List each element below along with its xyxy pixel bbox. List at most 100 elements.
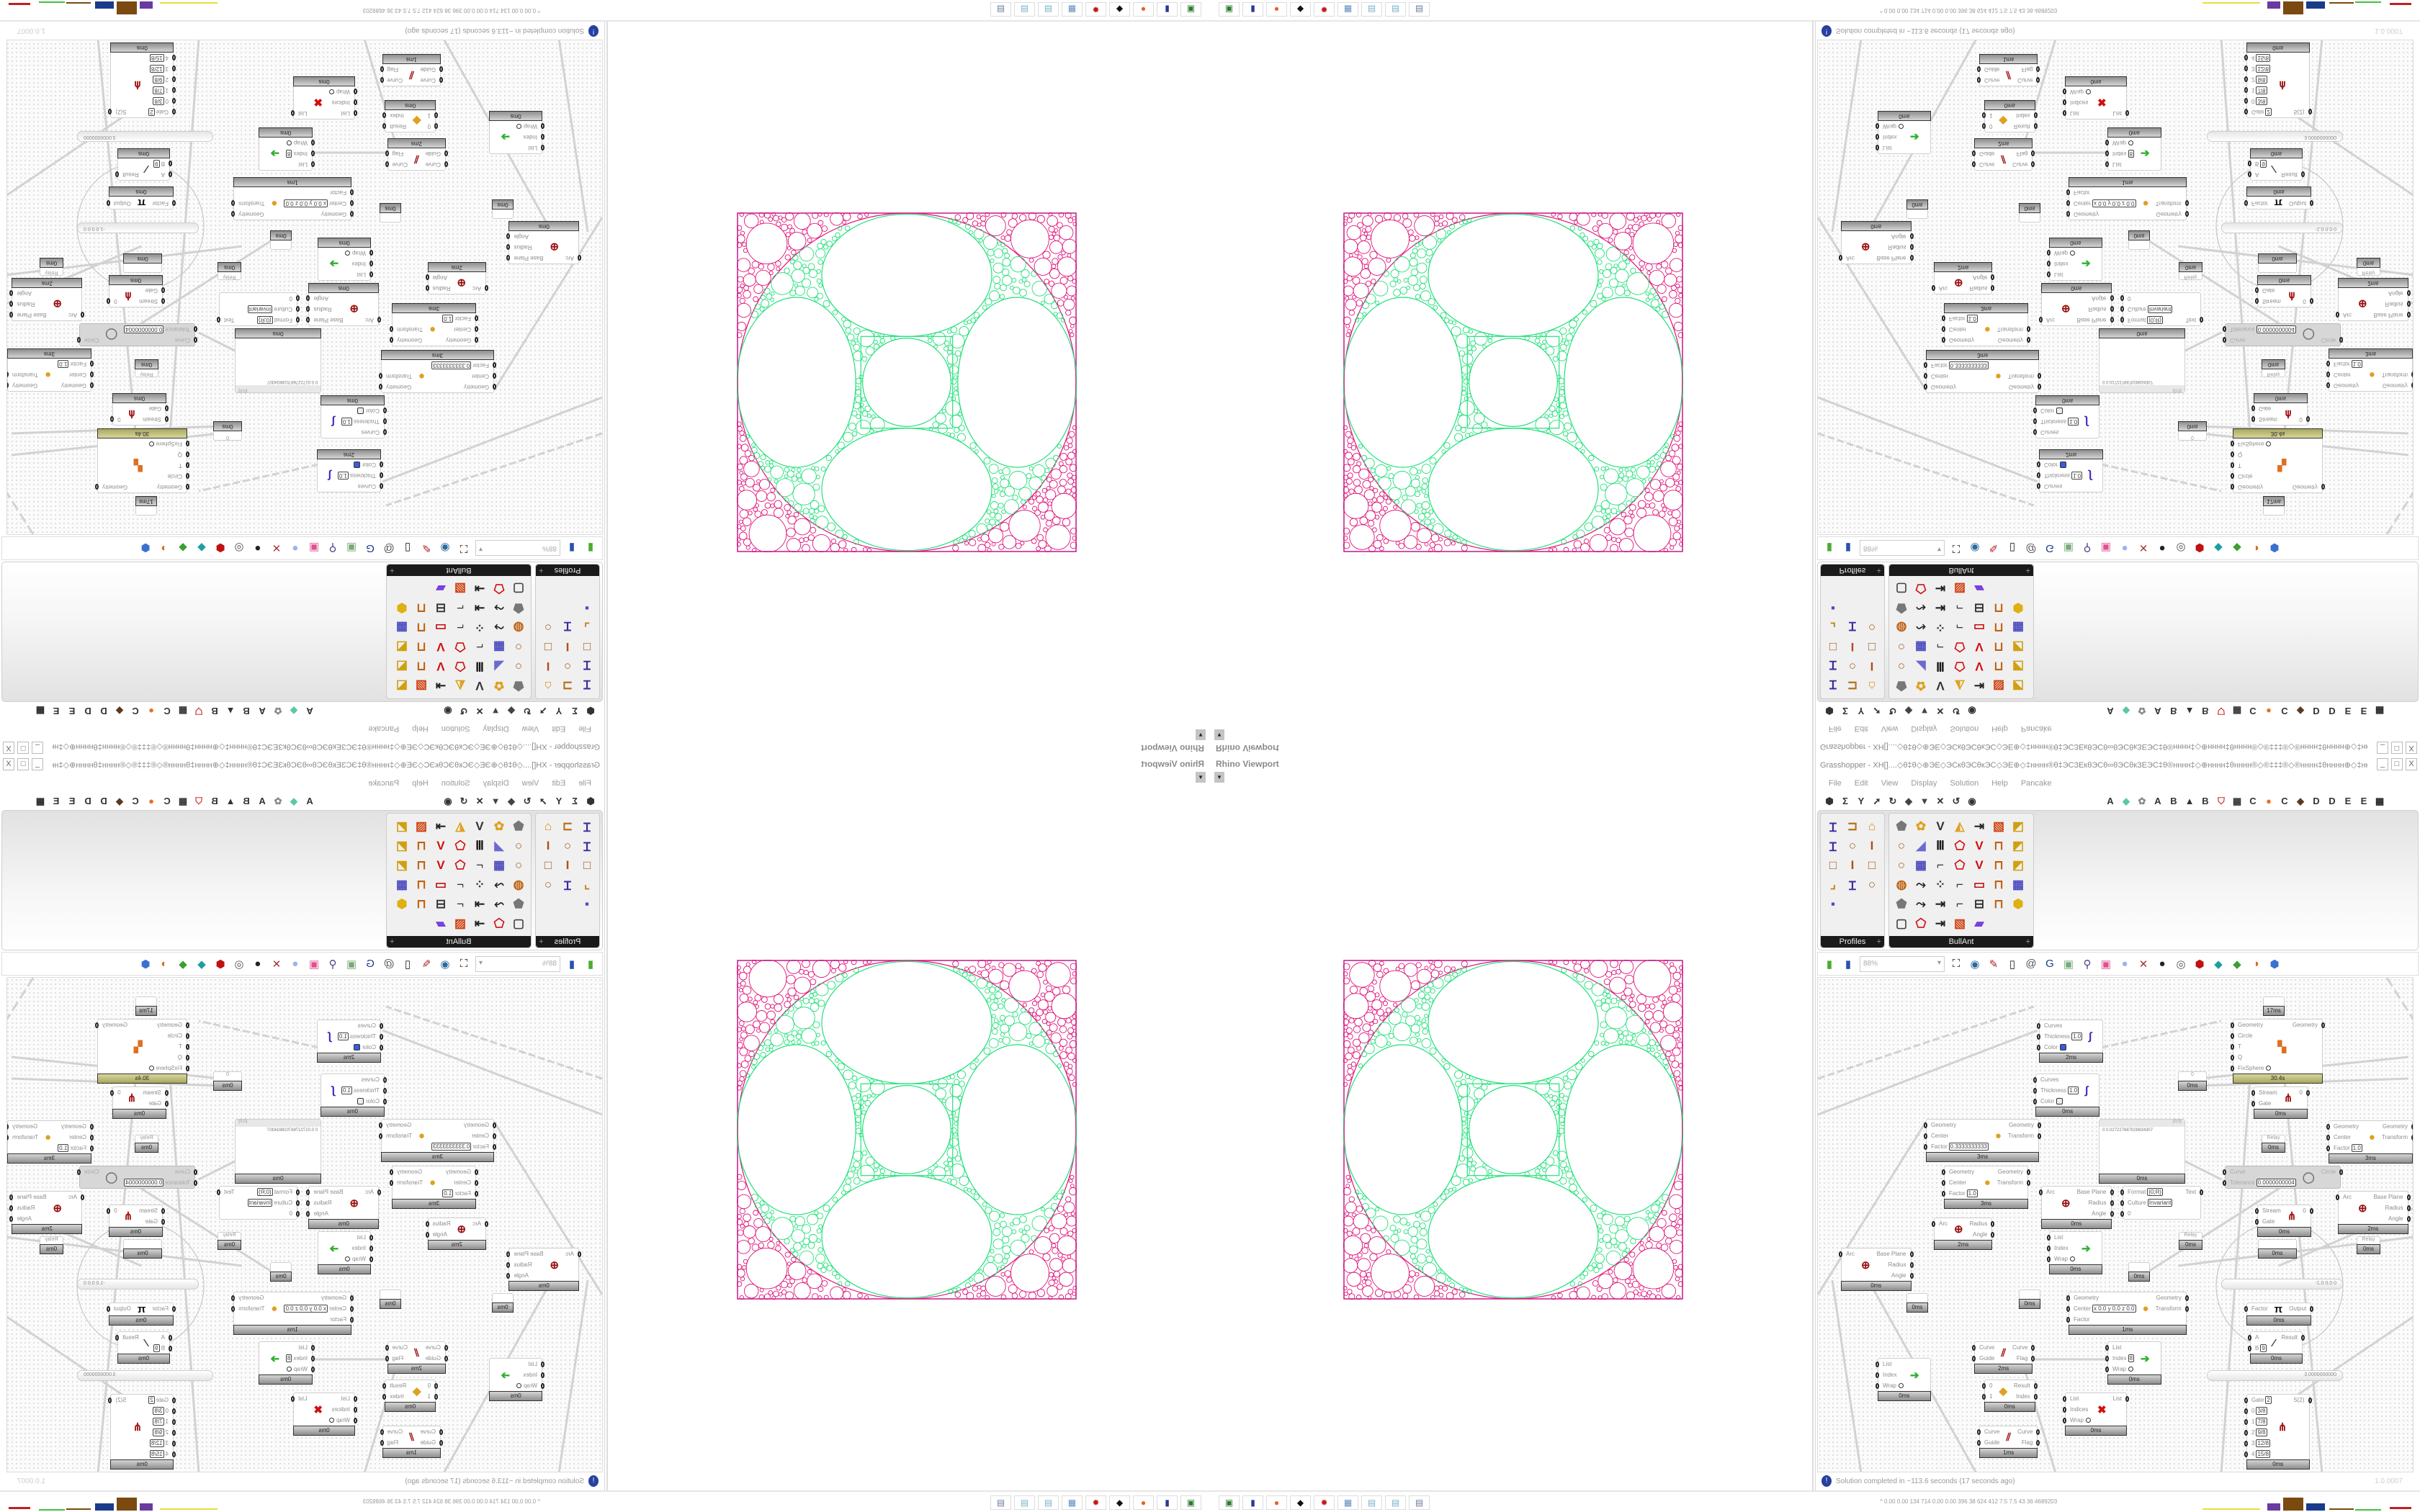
input-port[interactable]	[541, 1372, 544, 1378]
panel-node[interactable]: {0;0} 0 0.027227687028834307 0ms	[235, 328, 321, 393]
input-port[interactable]	[1924, 362, 1927, 368]
input-port[interactable]	[2244, 200, 2248, 206]
input-port[interactable]	[90, 1146, 94, 1151]
input-port[interactable]	[172, 66, 176, 71]
flower-icon[interactable]: ✿	[493, 819, 505, 833]
minimize-button[interactable]: _	[2377, 742, 2388, 754]
input-port[interactable]	[2244, 66, 2248, 71]
relay-node[interactable]: Relay 0ms	[2357, 1236, 2380, 1254]
lock-icon[interactable]: ⊓	[1994, 640, 2004, 654]
output-port[interactable]	[2411, 1135, 2413, 1140]
input-port[interactable]	[2231, 1044, 2234, 1050]
input-port[interactable]	[2039, 317, 2043, 323]
frame-equal-icon[interactable]: ⊟	[1973, 601, 1985, 615]
input-port[interactable]	[2244, 1452, 2248, 1457]
output-port[interactable]	[2110, 295, 2114, 301]
output-port[interactable]	[2301, 171, 2305, 177]
sketch-icon[interactable]: ✎	[1989, 541, 1999, 554]
flower-icon[interactable]: ✿	[493, 679, 505, 693]
polygon-red-icon[interactable]: ⬠	[493, 582, 505, 595]
input-port[interactable]	[172, 87, 176, 93]
curve-point-icon[interactable]: ⤳	[494, 897, 504, 911]
output-port[interactable]	[2305, 1090, 2310, 1096]
lock-icon[interactable]: ⊓	[416, 839, 426, 852]
toggle-circle-icon[interactable]	[2069, 1256, 2075, 1262]
input-value[interactable]: 8	[2128, 150, 2135, 158]
arc-properties-component[interactable]: Arc ⊕ Base Plane Radius Angle 0ms	[2039, 283, 2114, 326]
orange-circle-tab-icon[interactable]: ●	[2266, 796, 2272, 806]
vector-icon[interactable]: ➚	[539, 706, 547, 717]
tab-a[interactable]: A	[2107, 706, 2114, 716]
solid-icon[interactable]: ⬟	[1896, 679, 1907, 693]
tab-a[interactable]: A	[2154, 706, 2161, 716]
rainbow-surface-icon[interactable]: ▰	[1974, 917, 1984, 930]
input-port[interactable]	[186, 1033, 189, 1039]
param-node[interactable]: 17ms	[135, 496, 157, 516]
number-slider[interactable]: -1.0 0.0 0	[77, 1279, 199, 1290]
bullant-panel-footer[interactable]: BullAnt +	[1889, 564, 2033, 576]
v-red-icon[interactable]: V	[1975, 839, 1984, 852]
flower-icon[interactable]: ✿	[1915, 819, 1927, 833]
surface-icon[interactable]: ◆	[508, 795, 515, 806]
bake-icon[interactable]: ▯	[404, 958, 411, 971]
output-port[interactable]	[2406, 1205, 2411, 1211]
rhino-icon[interactable]: ◆	[1290, 2, 1311, 17]
roof-profile-icon[interactable]: ⌂	[1868, 679, 1876, 693]
lock-icon[interactable]: ⊓	[1994, 601, 2004, 615]
output-port[interactable]	[2309, 298, 2313, 304]
arc-properties-component[interactable]: Arc ⊕ Base Plane Radius Angle 2ms	[9, 278, 84, 321]
input-port[interactable]	[2063, 1407, 2066, 1413]
output-port[interactable]	[1991, 1221, 1995, 1227]
number-slider[interactable]: 3.0000000000	[2207, 1370, 2343, 1381]
scatter-icon[interactable]: ⁘	[1935, 621, 1946, 634]
input-port[interactable]	[311, 140, 315, 145]
input-port[interactable]	[475, 315, 478, 321]
wires-icon[interactable]: ✕	[2138, 958, 2148, 971]
input-value[interactable]: 9/8	[2256, 1428, 2267, 1436]
box-profile-icon[interactable]: □	[583, 640, 591, 654]
toggle-circle-icon[interactable]	[2128, 1367, 2133, 1372]
input-port[interactable]	[578, 1251, 581, 1257]
output-port[interactable]	[2305, 416, 2310, 422]
maximize-button[interactable]: □	[2391, 742, 2403, 754]
curve-point-icon[interactable]: ⤳	[1916, 621, 1926, 634]
input-port[interactable]	[2105, 1345, 2109, 1351]
curve-icon[interactable]: ↻	[523, 706, 532, 717]
input-port[interactable]	[2248, 1346, 2251, 1351]
input-port[interactable]	[2336, 1194, 2339, 1200]
output-port[interactable]	[380, 77, 384, 83]
input-port[interactable]	[311, 1367, 315, 1372]
param-node[interactable]: 0ms	[2258, 253, 2297, 273]
output-port[interactable]	[2406, 312, 2411, 318]
output-port[interactable]	[2184, 211, 2189, 217]
input-port[interactable]	[311, 150, 315, 156]
input-value[interactable]: 8	[2128, 1354, 2135, 1362]
input-port[interactable]	[172, 1398, 176, 1403]
vector-icon[interactable]: ➚	[1873, 795, 1881, 806]
expand-icon[interactable]: +	[1876, 937, 1881, 946]
blue-gem-icon[interactable]: ⬢	[140, 958, 151, 971]
list-item-component[interactable]: List Index Wrap ➔ 0ms	[318, 238, 373, 281]
i-beam-icon[interactable]: I	[1850, 640, 1855, 654]
input-port[interactable]	[2120, 1189, 2124, 1195]
tab-d[interactable]: D	[84, 796, 91, 806]
input-port[interactable]	[2047, 271, 2051, 277]
input-port[interactable]	[186, 451, 189, 457]
display-icon[interactable]: ◉	[444, 795, 452, 806]
transform-icon[interactable]: ↺	[1952, 795, 1960, 806]
tab-d[interactable]: D	[2313, 796, 2320, 806]
input-port[interactable]	[2326, 1146, 2330, 1151]
display-icon[interactable]: ◉	[1968, 795, 1976, 806]
toggle-circle-icon[interactable]	[148, 441, 154, 446]
i-beam-flange-icon[interactable]: Ɪ	[1849, 878, 1856, 893]
input-port[interactable]	[186, 1055, 189, 1061]
tab-a[interactable]: A	[306, 796, 313, 806]
hexagon-icon[interactable]: ⬢	[2012, 897, 2024, 911]
input-port[interactable]	[380, 483, 383, 489]
bird-tab-icon[interactable]: ◆	[2297, 795, 2304, 806]
firefox-icon[interactable]: ●	[1266, 2, 1287, 17]
floppy-64-icon[interactable]: ▮	[1157, 2, 1178, 17]
